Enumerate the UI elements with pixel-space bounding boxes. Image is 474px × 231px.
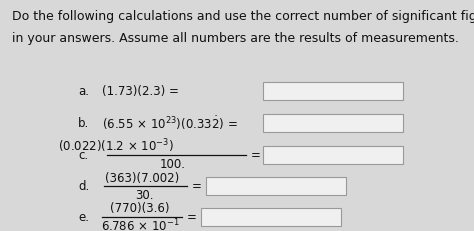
Text: 6.786 × 10$^{-1}$: 6.786 × 10$^{-1}$ <box>100 217 179 231</box>
Text: (770)(3.6): (770)(3.6) <box>110 201 170 214</box>
Text: in your answers. Assume all numbers are the results of measurements.: in your answers. Assume all numbers are … <box>12 32 459 45</box>
Text: b.: b. <box>78 116 90 129</box>
Text: =: = <box>187 210 197 223</box>
FancyBboxPatch shape <box>263 146 403 164</box>
Text: c.: c. <box>78 149 88 162</box>
FancyBboxPatch shape <box>201 208 341 226</box>
Text: 100.: 100. <box>160 158 186 170</box>
FancyBboxPatch shape <box>263 114 403 132</box>
FancyBboxPatch shape <box>263 82 403 100</box>
Text: (0.022)(1.2 × 10$^{-3}$): (0.022)(1.2 × 10$^{-3}$) <box>58 137 174 155</box>
Text: Do the following calculations and use the correct number of significant figures: Do the following calculations and use th… <box>12 10 474 23</box>
FancyBboxPatch shape <box>206 177 346 195</box>
Text: a.: a. <box>78 85 89 98</box>
Text: (363)(7.002): (363)(7.002) <box>105 171 179 184</box>
Text: d.: d. <box>78 179 90 192</box>
Text: =: = <box>251 149 261 162</box>
Text: =: = <box>192 179 202 192</box>
Text: 30.: 30. <box>135 188 154 201</box>
Text: (1.73)(2.3) =: (1.73)(2.3) = <box>102 85 179 98</box>
Text: (6.55 × 10$^{23}$)(0.33$\dot{2}$) =: (6.55 × 10$^{23}$)(0.33$\dot{2}$) = <box>102 114 237 132</box>
Text: e.: e. <box>78 210 89 223</box>
